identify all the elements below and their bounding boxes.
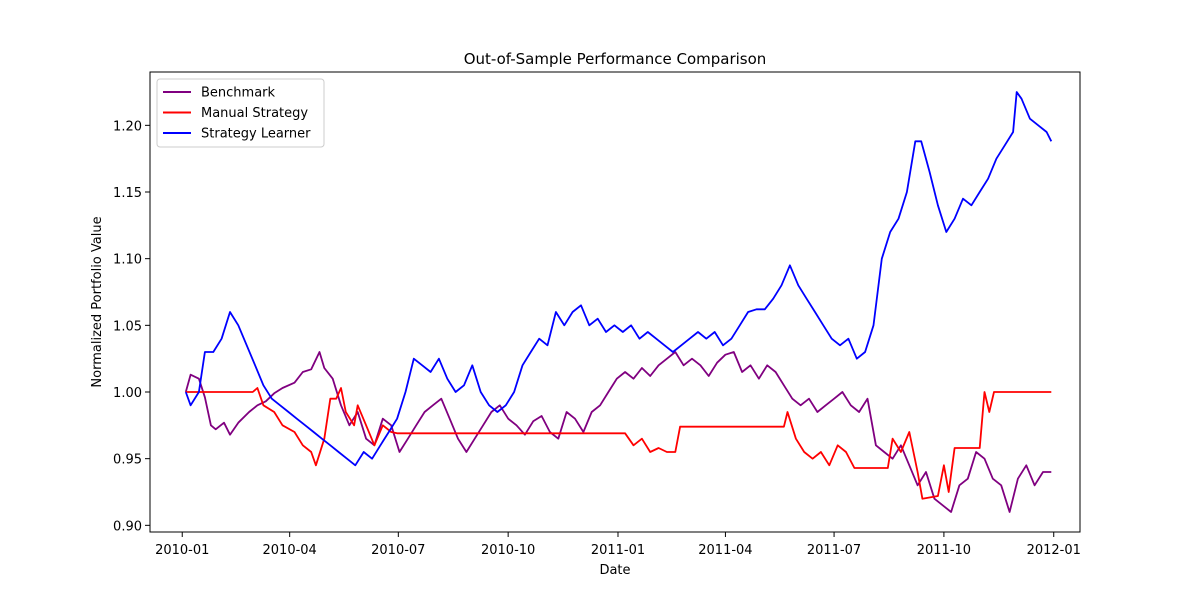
legend-box <box>156 78 325 148</box>
series-line-strategy-learner <box>184 91 1053 467</box>
x-tick-label: 2012-01 <box>1027 543 1081 558</box>
y-tick-label: 1.10 <box>113 253 142 268</box>
x-tick-label: 2010-07 <box>371 543 425 558</box>
series-line-manual-strategy <box>185 387 1052 500</box>
x-tick-label: 2010-04 <box>263 543 317 558</box>
plot-frame <box>149 71 1081 533</box>
x-axis-title: Date <box>599 563 630 578</box>
legend-label: Benchmark <box>201 86 276 101</box>
series-layer <box>184 91 1053 513</box>
y-tick-label: 0.90 <box>113 519 142 534</box>
series-line-benchmark <box>184 351 1052 513</box>
x-tick-label: 2010-10 <box>481 543 535 558</box>
y-tick-label: 1.05 <box>113 319 142 334</box>
x-tick-label: 2011-07 <box>807 543 861 558</box>
y-tick-label: 0.95 <box>113 453 142 468</box>
y-axis-title: Normalized Portfolio Value <box>90 216 105 387</box>
legend-label: Strategy Learner <box>201 127 311 142</box>
x-tick-label: 2011-10 <box>917 543 971 558</box>
y-axis: 0.90 0.95 1.00 1.05 1.10 1.15 1.20 <box>113 119 150 534</box>
x-axis: 2010-01 2010-04 2010-07 2010-10 2011-01 2011-… <box>155 532 1081 558</box>
x-tick-label: 2011-01 <box>591 543 645 558</box>
x-tick-label: 2010-01 <box>155 543 209 558</box>
chart-title: Out-of-Sample Performance Comparison <box>464 50 767 68</box>
y-tick-label: 1.20 <box>113 119 142 134</box>
legend-label: Manual Strategy <box>201 106 308 121</box>
x-tick-label: 2011-04 <box>698 543 752 558</box>
legend: Benchmark Manual Strategy Strategy Learner <box>156 78 325 148</box>
y-tick-label: 1.00 <box>113 386 142 401</box>
y-tick-label: 1.15 <box>113 186 142 201</box>
